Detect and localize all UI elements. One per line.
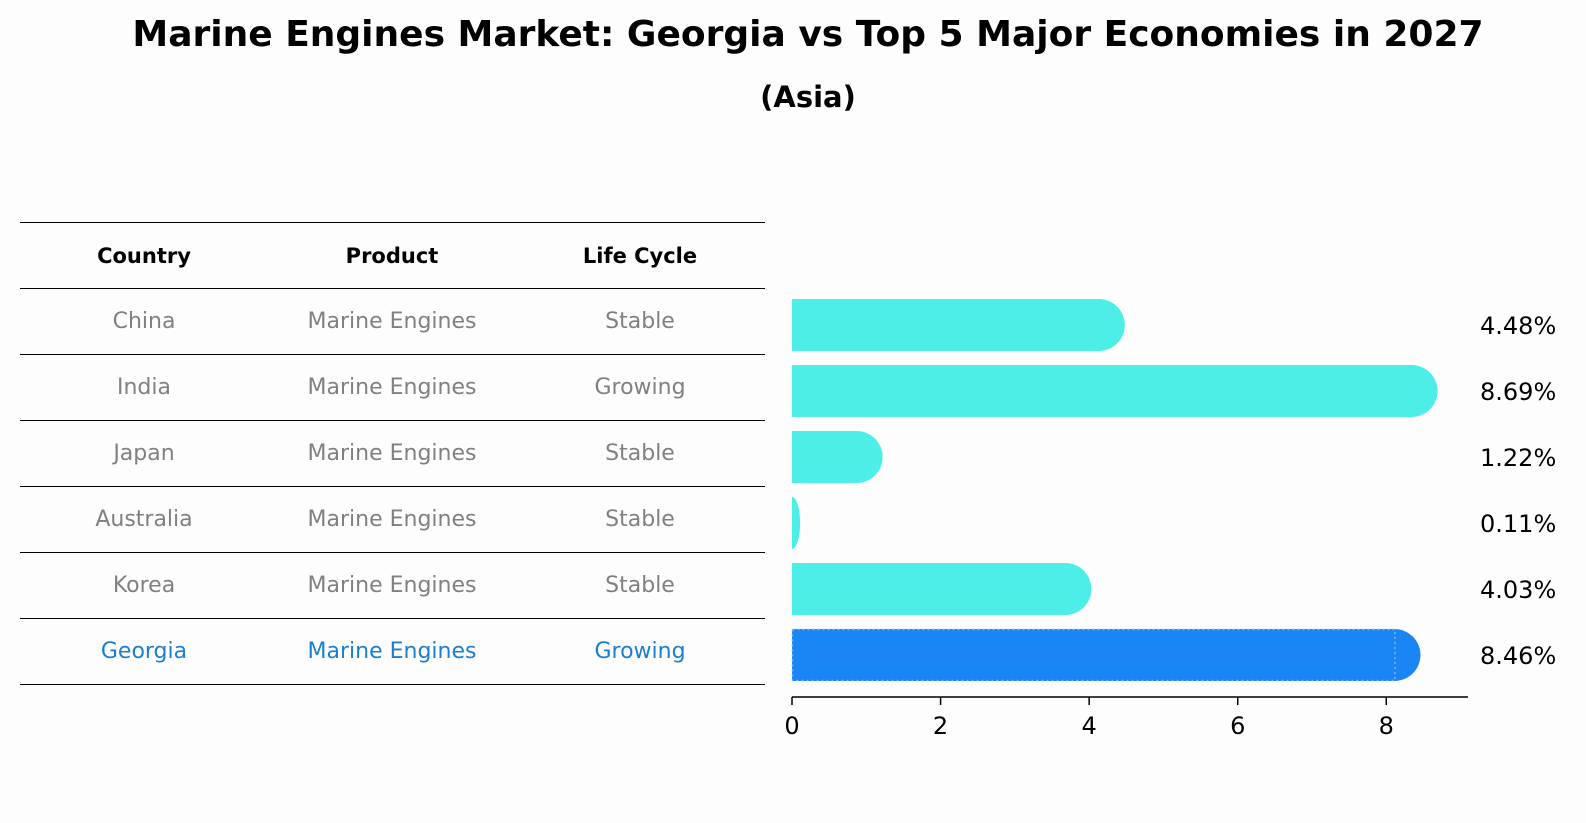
table-row: India Marine Engines Growing [20, 355, 765, 421]
value-label: 4.48% [1480, 312, 1556, 340]
header-country: Country [97, 243, 191, 268]
bar-japan [792, 431, 883, 483]
cell-country: India [117, 375, 171, 400]
x-tick-label: 8 [1379, 712, 1394, 740]
bar-india [792, 365, 1438, 417]
cell-life-cycle: Stable [605, 309, 675, 334]
cell-product: Marine Engines [307, 573, 477, 598]
x-tick-label: 0 [784, 712, 799, 740]
cell-product: Marine Engines [307, 309, 477, 334]
table-row-highlight: Georgia Marine Engines Growing [20, 619, 765, 685]
highlight-outline [791, 628, 1396, 682]
cell-country: Japan [113, 441, 175, 466]
table-row: Korea Marine Engines Stable [20, 553, 765, 619]
cell-life-cycle: Stable [605, 507, 675, 532]
bar-australia [792, 497, 801, 549]
cell-life-cycle: Stable [605, 573, 675, 598]
bar-georgia [792, 629, 1421, 681]
cell-country: China [112, 309, 176, 334]
value-label: 0.11% [1480, 510, 1556, 538]
cell-country: Georgia [100, 639, 188, 664]
x-tick-label: 2 [933, 712, 948, 740]
table-row: China Marine Engines Stable [20, 289, 765, 355]
bar-korea [792, 563, 1092, 615]
value-label: 4.03% [1480, 576, 1556, 604]
x-tick-label: 4 [1082, 712, 1097, 740]
cell-life-cycle: Growing [594, 375, 686, 400]
cell-life-cycle: Growing [594, 639, 686, 664]
table-row: Japan Marine Engines Stable [20, 421, 765, 487]
cell-product: Marine Engines [307, 507, 477, 532]
cell-product: Marine Engines [307, 375, 477, 400]
bar-china [792, 299, 1125, 351]
cell-country: Australia [95, 507, 193, 532]
chart-subtitle: (Asia) [760, 80, 856, 114]
table-row: Australia Marine Engines Stable [20, 487, 765, 553]
value-label: 8.46% [1480, 642, 1556, 670]
value-label: 1.22% [1480, 444, 1556, 472]
cell-country: Korea [112, 573, 176, 598]
header-life-cycle: Life Cycle [582, 243, 698, 268]
header-product: Product [345, 243, 439, 268]
chart-title: Marine Engines Market: Georgia vs Top 5 … [132, 14, 1484, 55]
cell-product: Marine Engines [307, 441, 477, 466]
data-table: Country Product Life Cycle China Marine … [20, 222, 765, 685]
cell-product: Marine Engines [307, 639, 477, 664]
value-label: 8.69% [1480, 378, 1556, 406]
cell-life-cycle: Stable [605, 441, 675, 466]
table-header-row: Country Product Life Cycle [20, 222, 765, 289]
x-tick-label: 6 [1230, 712, 1245, 740]
